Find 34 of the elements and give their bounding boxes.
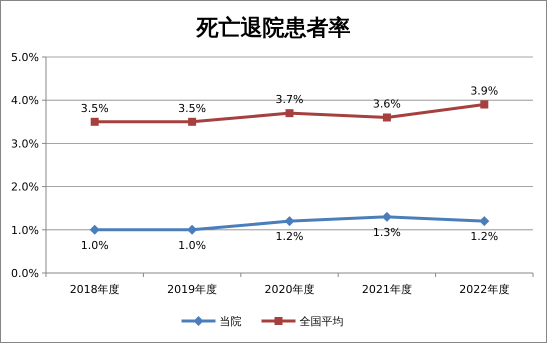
data-label: 1.2%	[276, 230, 304, 244]
x-tick-label: 2018年度	[70, 283, 120, 296]
x-tick-label: 2022年度	[459, 283, 510, 296]
data-label: 1.0%	[178, 238, 206, 252]
y-tick-label: 4.0%	[11, 94, 39, 108]
y-tick-label: 3.0%	[11, 137, 39, 150]
data-label: 1.0%	[80, 238, 109, 252]
data-label: 3.6%	[372, 97, 401, 110]
x-tick-label: 2020年度	[264, 283, 314, 296]
y-tick-label: 0.0%	[11, 267, 39, 280]
point	[382, 212, 392, 222]
data-label: 3.7%	[276, 93, 304, 106]
data-label: 3.9%	[470, 84, 498, 98]
point	[286, 109, 294, 118]
point	[480, 100, 488, 109]
point	[284, 216, 294, 226]
chart-title: 死亡退院患者率	[196, 15, 350, 41]
point	[90, 118, 99, 126]
point	[90, 224, 100, 235]
legend-label: 当院	[220, 315, 242, 328]
point	[188, 118, 196, 126]
y-tick-label: 5.0%	[11, 51, 39, 64]
data-label: 1.3%	[372, 226, 401, 239]
x-tick-label: 2021年度	[362, 283, 412, 296]
point	[187, 224, 198, 235]
point	[382, 113, 391, 122]
data-label: 3.5%	[178, 102, 206, 115]
legend-label: 全国平均	[300, 315, 344, 328]
y-tick-label: 1.0%	[11, 224, 39, 237]
y-tick-label: 2.0%	[11, 180, 39, 194]
point	[479, 216, 490, 226]
data-label: 1.2%	[470, 230, 498, 244]
x-tick-label: 2019年度	[167, 283, 218, 296]
data-label: 3.5%	[80, 102, 109, 115]
